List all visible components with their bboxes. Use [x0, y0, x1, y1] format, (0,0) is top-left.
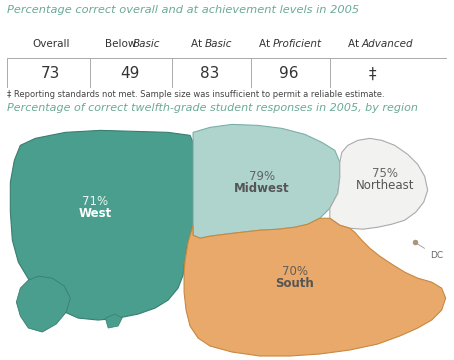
Text: ‡: ‡: [369, 66, 376, 81]
Text: ‡ Reporting standards not met. Sample size was insufficient to permit a reliable: ‡ Reporting standards not met. Sample si…: [7, 90, 385, 99]
Text: Midwest: Midwest: [234, 182, 290, 195]
Text: 71%: 71%: [82, 195, 108, 208]
Text: Basic: Basic: [205, 40, 232, 49]
Text: Below: Below: [105, 40, 140, 49]
Text: 49: 49: [120, 66, 140, 81]
Text: Percentage of correct twelfth-grade student responses in 2005, by region: Percentage of correct twelfth-grade stud…: [7, 103, 418, 113]
Text: At: At: [259, 40, 274, 49]
Text: At: At: [192, 40, 206, 49]
Text: 79%: 79%: [249, 170, 275, 183]
Text: Percentage correct overall and at achievement levels in 2005: Percentage correct overall and at achiev…: [7, 5, 359, 15]
Text: 83: 83: [200, 66, 219, 81]
Bar: [7, 58, 447, 88]
Text: 75%: 75%: [372, 167, 398, 180]
Polygon shape: [10, 130, 193, 320]
Text: Proficient: Proficient: [273, 40, 322, 49]
Text: South: South: [276, 276, 314, 290]
Text: Overall: Overall: [32, 40, 69, 49]
Text: At: At: [348, 40, 362, 49]
Text: 73: 73: [41, 66, 60, 81]
Polygon shape: [330, 138, 428, 229]
Text: Basic: Basic: [133, 40, 160, 49]
Text: DC: DC: [417, 244, 443, 260]
Text: Advanced: Advanced: [361, 40, 413, 49]
Text: Northeast: Northeast: [355, 179, 414, 192]
Polygon shape: [193, 125, 340, 238]
Polygon shape: [105, 314, 122, 328]
Text: 70%: 70%: [282, 265, 308, 278]
Polygon shape: [184, 218, 446, 356]
Text: 96: 96: [279, 66, 298, 81]
Polygon shape: [16, 276, 70, 332]
Text: West: West: [79, 207, 112, 220]
